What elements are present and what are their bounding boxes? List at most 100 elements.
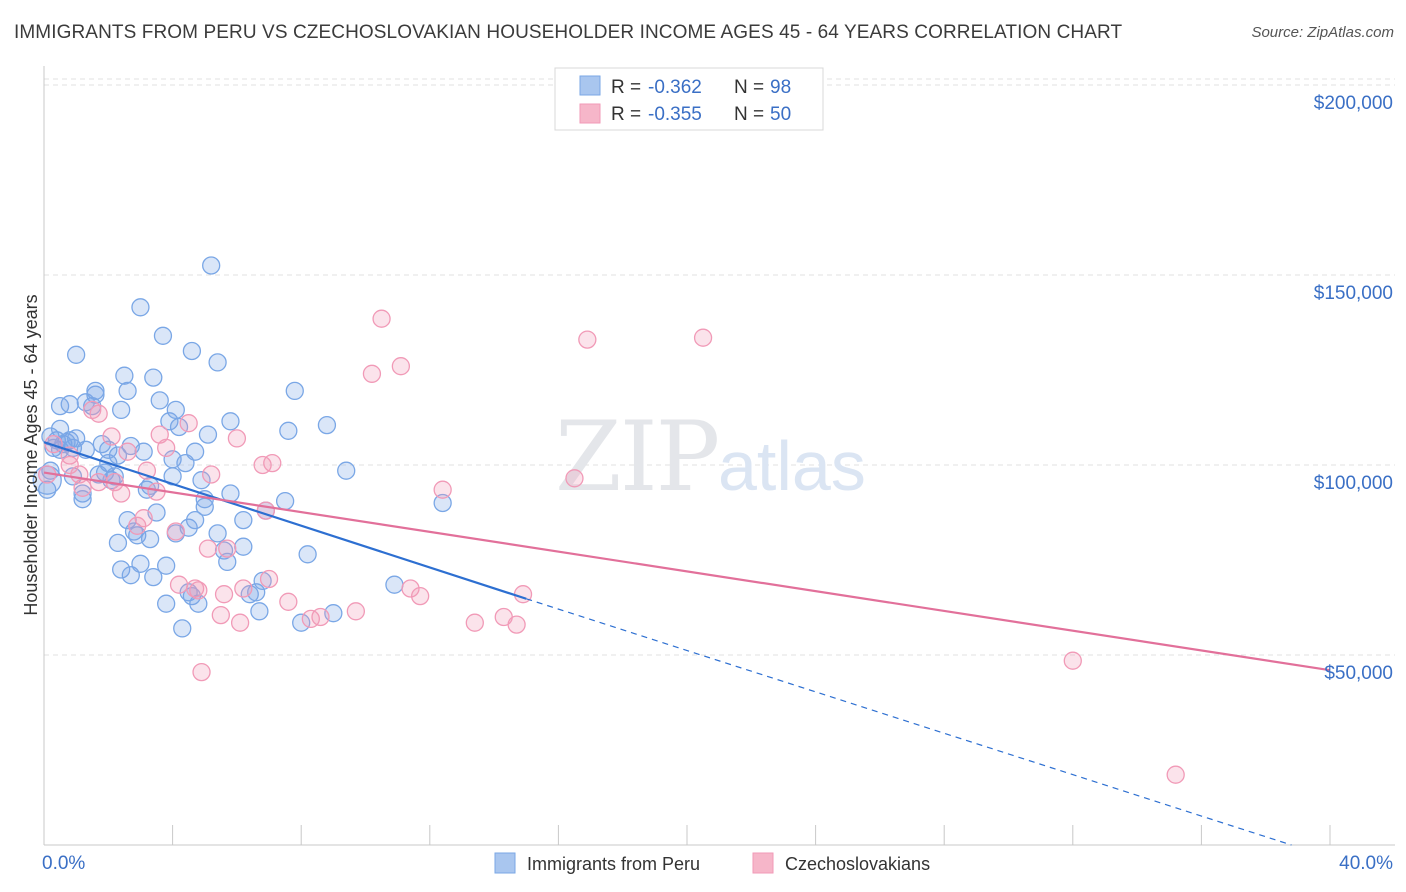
point-czech-45 [411,586,430,606]
point-czech-25 [198,539,218,558]
point-peru-60 [173,619,192,638]
y-tick-label-3: $200,000 [1314,93,1393,114]
trend-lines [43,441,1331,846]
point-czech-47 [465,613,484,632]
point-peru-30 [108,446,128,465]
point-peru-33 [112,560,131,579]
y-tick-label-1: $100,000 [1314,473,1393,494]
axes [43,66,1395,846]
point-peru-22 [86,381,105,401]
point-peru-77 [218,552,237,572]
point-peru-14 [67,345,86,364]
point-peru-59 [169,417,189,437]
point-peru-81 [234,537,253,556]
legend-label-peru: Immigrants from Peru [527,854,700,874]
y-axis-label: Householder Income Ages 45 - 64 years [21,294,41,615]
y-tick-labels: $50,000 $100,000 $150,000 $200,000 [1314,93,1393,684]
point-czech-44 [401,579,420,598]
point-czech-32 [234,579,253,598]
point-peru-11 [60,395,79,414]
point-peru-84 [250,602,269,621]
point-peru-16 [73,484,92,503]
point-peru-34 [115,366,134,385]
stats-swatch-peru [579,75,601,96]
point-peru-91 [298,545,317,564]
point-czech-40 [346,602,366,621]
point-czech-12 [118,442,137,461]
watermark: ZIP atlas [555,401,866,513]
point-peru-32 [112,400,131,420]
point-czech-35 [259,569,279,589]
stats-r-value-peru: -0.362 [648,77,702,98]
stats-r-value-czech: -0.355 [648,104,702,125]
point-peru-85 [253,571,272,591]
point-czech-54 [1063,651,1082,670]
point-czech-28 [214,585,234,604]
point-peru-54 [160,412,179,431]
x-tick-label-min: 0.0% [42,853,85,874]
point-peru-65 [182,341,202,361]
point-czech-31 [230,613,250,632]
point-peru-51 [153,326,173,345]
point-czech-5 [73,478,92,497]
trend-extension-peru [526,598,1292,846]
stats-r-label-peru: R = [611,77,641,98]
point-peru-43 [134,442,153,461]
point-czech-22 [185,579,205,598]
point-czech-19 [166,522,185,541]
point-czech-14 [134,509,153,528]
point-czech-43 [391,357,411,376]
point-peru-52 [157,556,176,575]
point-czech-51 [565,469,584,488]
point-peru-41 [131,298,150,317]
point-czech-2 [60,455,79,475]
legend: Immigrants from Peru Czechoslovakians [494,852,930,874]
point-czech-37 [279,592,298,611]
point-peru-68 [189,594,208,613]
point-czech-49 [507,615,526,634]
point-peru-92 [317,415,337,435]
point-czech-42 [372,309,391,328]
point-peru-36 [118,510,137,530]
point-czech-52 [578,330,597,349]
point-czech-27 [211,605,230,625]
point-czech-29 [218,539,237,558]
point-peru-48 [144,368,163,387]
point-peru-73 [202,256,221,275]
point-czech-9 [102,427,121,446]
point-peru-87 [275,491,295,511]
point-peru-67 [185,510,205,530]
point-czech-36 [263,453,282,473]
x-tick-label-max: 40.0% [1339,853,1393,874]
stats-n-label-czech: N = [734,104,764,125]
point-peru-42 [131,554,150,573]
source-credit: Source: ZipAtlas.com [1251,24,1394,41]
point-czech-1 [44,434,63,454]
stats-box: R = -0.362 N = 98 R = -0.355 N = 50 [554,67,824,131]
point-czech-26 [202,465,221,484]
point-peru-69 [192,471,211,490]
point-peru-57 [166,400,185,420]
point-czech-21 [179,414,198,433]
gridlines [44,78,1395,656]
watermark-zip: ZIP [555,401,718,513]
point-peru-75 [208,524,227,543]
point-peru-31 [108,533,128,553]
point-czech-24 [192,662,211,682]
point-peru-72 [198,425,218,444]
legend-swatch-czech [752,852,774,874]
trend-line-czech [43,471,1331,672]
point-czech-20 [169,575,189,594]
stats-n-value-czech: 50 [770,104,791,125]
stats-r-label-czech: R = [611,104,641,125]
point-peru-95 [385,575,404,594]
watermark-atlas: atlas [718,427,866,505]
point-peru-90 [292,613,311,632]
point-czech-23 [189,581,208,600]
point-peru-89 [285,381,304,401]
point-czech-18 [157,438,176,458]
point-peru-53 [157,594,176,613]
point-peru-88 [279,421,298,440]
point-peru-29 [105,467,124,486]
point-czech-30 [227,429,247,448]
